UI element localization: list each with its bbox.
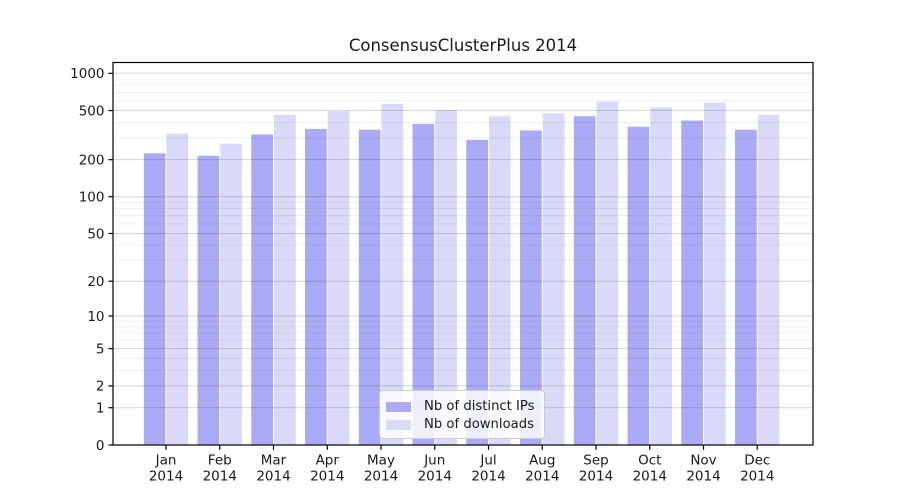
legend: Nb of distinct IPs Nb of downloads xyxy=(379,390,545,439)
legend-item-distinct-ips: Nb of distinct IPs xyxy=(386,398,544,416)
bar-downloads-dec xyxy=(757,115,780,446)
x-tick-label-month: Aug xyxy=(529,453,555,469)
legend-swatch-distinct-ips xyxy=(386,401,411,413)
x-tick-label-month: Jul xyxy=(479,453,496,469)
legend-label-distinct-ips: Nb of distinct IPs xyxy=(424,399,535,414)
y-tick-label: 20 xyxy=(87,274,104,290)
y-tick-label: 10 xyxy=(87,309,104,325)
legend-item-downloads: Nb of downloads xyxy=(386,416,544,434)
x-tick-label-month: Dec xyxy=(744,453,770,469)
x-tick-label-month: Mar xyxy=(261,453,287,469)
bar-downloads-jan xyxy=(166,133,189,445)
bar-distinct-ips-may xyxy=(358,129,381,445)
x-tick-label-month: Apr xyxy=(316,453,340,469)
y-tick-label: 200 xyxy=(79,152,105,168)
bar-distinct-ips-jan xyxy=(143,153,166,445)
x-tick-label-year: 2014 xyxy=(579,469,613,485)
y-tick-label: 100 xyxy=(79,190,105,206)
x-tick-label-month: Jun xyxy=(423,453,445,469)
y-tick-label: 1 xyxy=(96,401,105,417)
x-tick-label-year: 2014 xyxy=(310,469,344,485)
plot-frame xyxy=(112,61,814,446)
x-tick-label-year: 2014 xyxy=(686,469,720,485)
x-tick-label-year: 2014 xyxy=(203,469,237,485)
legend-label-downloads: Nb of downloads xyxy=(424,417,534,432)
chart-title: ConsensusClusterPlus 2014 xyxy=(348,36,578,55)
bar-downloads-aug xyxy=(542,113,565,446)
bar-distinct-ips-apr xyxy=(305,128,327,445)
bar-downloads-sep xyxy=(596,101,619,445)
bar-distinct-ips-jul xyxy=(466,139,488,445)
bar-downloads-may xyxy=(381,103,404,445)
bar-downloads-oct xyxy=(650,107,672,446)
x-tick-label-year: 2014 xyxy=(364,469,398,485)
x-tick-label-month: Feb xyxy=(208,453,232,469)
x-tick-label-year: 2014 xyxy=(471,469,505,485)
bar-distinct-ips-oct xyxy=(627,126,650,445)
y-tick-label: 1000 xyxy=(70,66,104,82)
bar-distinct-ips-dec xyxy=(735,129,757,445)
y-tick-label: 2 xyxy=(96,379,105,395)
bar-downloads-nov xyxy=(704,102,726,446)
x-tick-label-year: 2014 xyxy=(418,469,452,485)
y-tick-label: 5 xyxy=(96,341,105,357)
x-tick-label-year: 2014 xyxy=(633,469,667,485)
bar-distinct-ips-aug xyxy=(520,130,542,445)
y-tick-label: 500 xyxy=(79,103,105,119)
bar-downloads-jun xyxy=(435,110,457,446)
bar-distinct-ips-nov xyxy=(681,120,703,445)
bar-distinct-ips-mar xyxy=(251,134,273,446)
bar-downloads-feb xyxy=(220,143,242,445)
x-tick-label-year: 2014 xyxy=(256,469,290,485)
x-tick-label-month: Nov xyxy=(690,453,716,469)
x-tick-label-month: Jan xyxy=(155,453,177,469)
y-tick-label: 50 xyxy=(87,226,104,242)
x-tick-label-month: Oct xyxy=(638,453,661,469)
x-tick-label-year: 2014 xyxy=(525,469,559,485)
bar-downloads-mar xyxy=(274,115,296,446)
bar-distinct-ips-jun xyxy=(412,123,435,446)
bar-downloads-jul xyxy=(489,116,511,445)
bar-distinct-ips-sep xyxy=(573,116,596,445)
y-tick-label: 0 xyxy=(96,438,105,454)
x-tick-label-year: 2014 xyxy=(740,469,774,485)
x-tick-label-month: May xyxy=(367,453,395,469)
bar-downloads-apr xyxy=(327,111,350,445)
bar-distinct-ips-feb xyxy=(197,155,220,446)
legend-swatch-downloads xyxy=(386,419,411,431)
x-tick-label-year: 2014 xyxy=(149,469,183,485)
x-tick-label-month: Sep xyxy=(583,453,608,469)
